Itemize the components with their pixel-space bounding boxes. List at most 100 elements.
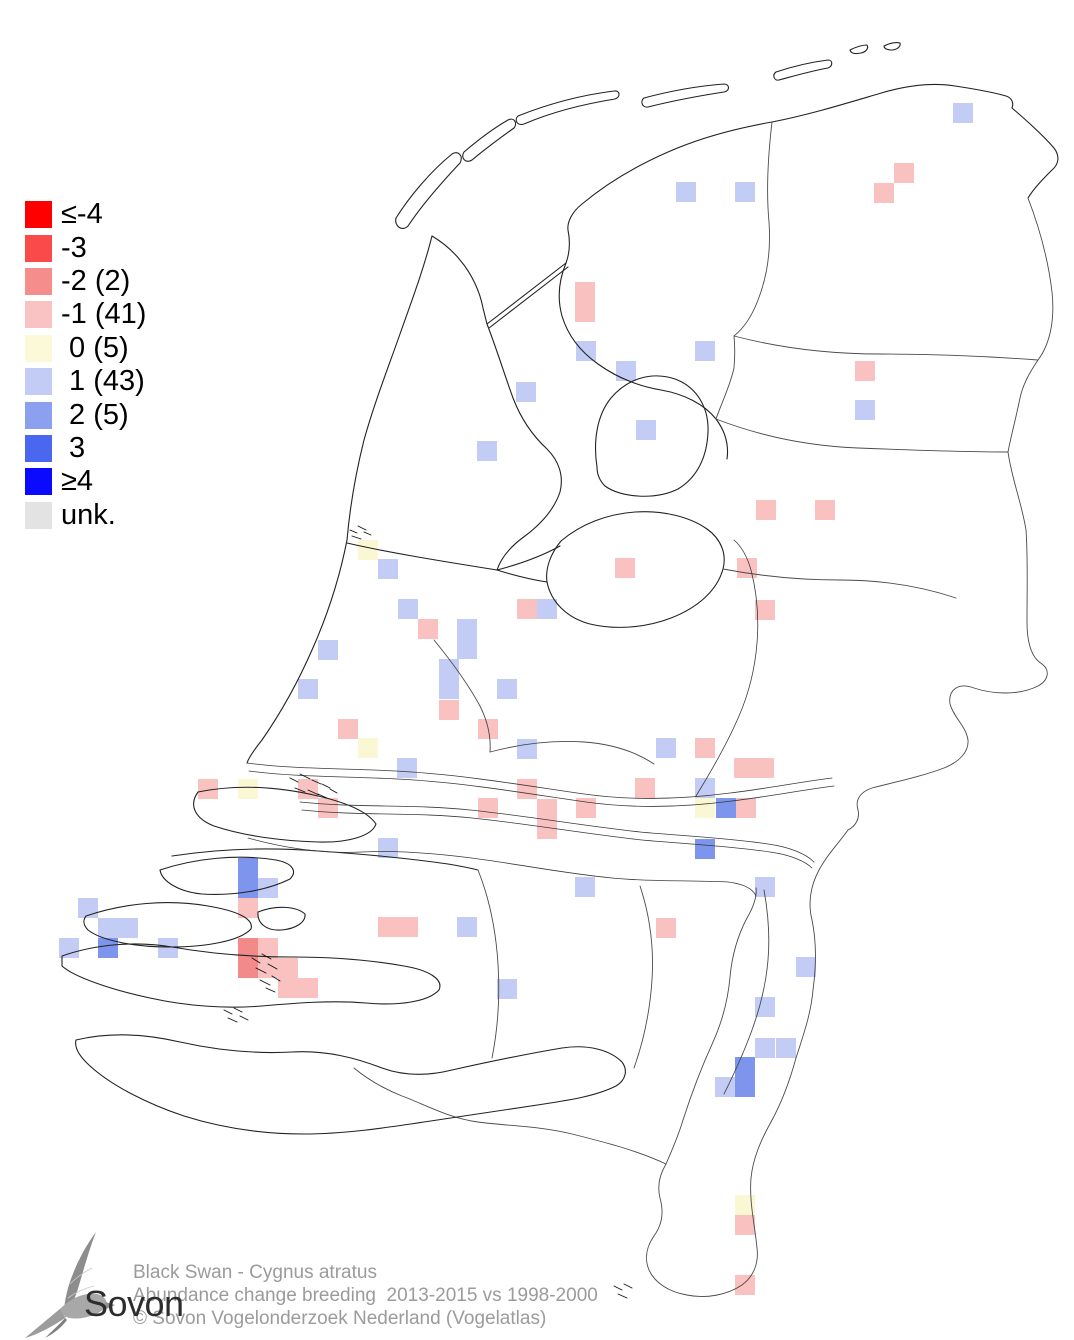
legend-row: ≥4 (25, 465, 146, 498)
grid-cell (676, 182, 696, 202)
grid-cell (59, 938, 79, 958)
grid-cell (855, 361, 875, 381)
legend-swatch (25, 368, 52, 396)
legend-row: 3 (25, 432, 146, 465)
grid-cell (716, 798, 736, 818)
grid-cell (755, 1038, 775, 1058)
grid-cell (755, 877, 775, 897)
legend-row: ≤-4 (25, 198, 146, 231)
grid-cell (736, 798, 756, 818)
grid-cell (298, 779, 318, 799)
grid-cell (894, 163, 914, 183)
legend-row: 0 (5) (25, 332, 146, 365)
legend-swatch (25, 434, 52, 462)
legend-label: -2 (2) (61, 264, 131, 297)
grid-cell (457, 917, 477, 937)
grid-cell (735, 1195, 755, 1215)
grid-cell (278, 958, 298, 978)
sovon-bird-logo-icon (25, 1232, 115, 1338)
sovon-wordmark: Sovon (84, 1283, 184, 1324)
grid-cell (537, 819, 557, 839)
legend-row: unk. (25, 499, 146, 532)
legend-swatch (25, 234, 52, 262)
grid-cell (735, 1275, 755, 1295)
grid-cell (754, 758, 774, 778)
grid-cell (616, 361, 636, 381)
grid-cell (278, 978, 298, 998)
grid-cell (477, 441, 497, 461)
legend-row: -2 (2) (25, 265, 146, 298)
grid-cell (378, 917, 398, 937)
legend-row: -3 (25, 231, 146, 264)
grid-cell (636, 420, 656, 440)
grid-cell (198, 779, 218, 799)
caption-title: Black Swan - Cygnus atratus (133, 1262, 377, 1283)
legend-swatch (25, 301, 52, 329)
grid-cell (497, 979, 517, 999)
grid-cell (258, 938, 278, 958)
grid-cell (439, 679, 459, 699)
grid-cell (516, 382, 536, 402)
grid-cell (755, 997, 775, 1017)
grid-cell (418, 619, 438, 639)
grid-cell (398, 599, 418, 619)
grid-cell (735, 1215, 755, 1235)
grid-cell (756, 500, 776, 520)
grid-cell (398, 917, 418, 937)
grid-cell (238, 938, 258, 958)
grid-cell (695, 738, 715, 758)
grid-cell (815, 500, 835, 520)
grid-cell (338, 719, 358, 739)
legend-label: -1 (41) (61, 298, 147, 331)
map-caption: Black Swan - Cygnus atratus Abundance ch… (133, 1261, 598, 1330)
legend-swatch (25, 267, 52, 295)
grid-cell (238, 858, 258, 878)
grid-cell (715, 1077, 735, 1097)
grid-cell (615, 558, 635, 578)
caption-subtitle: Abundance change breeding 2013-2015 vs 1… (133, 1285, 598, 1306)
grid-cell (397, 758, 417, 778)
grid-cell (695, 341, 715, 361)
grid-cell (735, 1057, 755, 1077)
grid-cell (98, 918, 118, 938)
grid-cell (497, 679, 517, 699)
legend-label: -3 (61, 231, 87, 264)
grid-cell (78, 898, 98, 918)
grid-cell (576, 341, 596, 361)
grid-cell (517, 779, 537, 799)
grid-cell (457, 639, 477, 659)
grid-cell (457, 619, 477, 639)
grid-cell (517, 599, 537, 619)
legend-label: ≥4 (61, 465, 94, 498)
grid-cell (378, 838, 398, 858)
legend-swatch (25, 401, 52, 429)
grid-cell (298, 679, 318, 699)
grid-cell (238, 878, 258, 898)
grid-cell (755, 600, 775, 620)
grid-cell (118, 918, 138, 938)
grid-cell (98, 938, 118, 958)
legend-label: 1 (43) (61, 365, 145, 398)
grid-cell (575, 282, 595, 302)
grid-cell (576, 798, 596, 818)
grid-cell (953, 103, 973, 123)
grid-cell (656, 738, 676, 758)
grid-cell (358, 540, 378, 560)
grid-cell (575, 877, 595, 897)
grid-cell (855, 400, 875, 420)
grid-cell (378, 559, 398, 579)
grid-cell (735, 182, 755, 202)
legend: ≤-4 -3 -2 (2) -1 (41) 0 (5) 1 (43) 2 (5) 3 ≥… (25, 198, 146, 532)
legend-label: 2 (5) (61, 398, 129, 431)
legend-row: -1 (41) (25, 298, 146, 331)
grid-cell (695, 839, 715, 859)
grid-cell (439, 700, 459, 720)
grid-cell (517, 739, 537, 759)
grid-cell (478, 719, 498, 739)
grid-cell (238, 898, 258, 918)
grid-cell (238, 779, 258, 799)
grid-cell (478, 798, 498, 818)
grid-cell (537, 599, 557, 619)
caption-copyright: © Sovon Vogelonderzoek Nederland (Vogela… (133, 1308, 547, 1329)
grid-cell (298, 978, 318, 998)
